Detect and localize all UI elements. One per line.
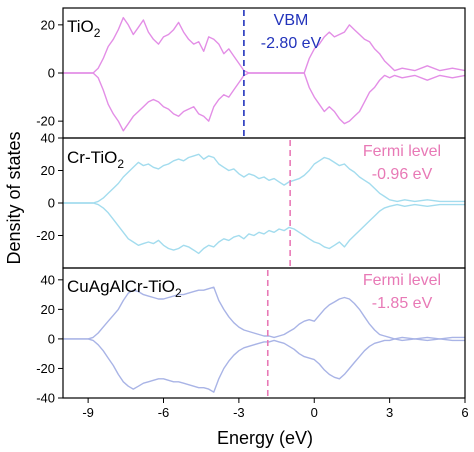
panel-1-series-down [63,72,466,132]
panel-3-series-up [63,286,465,340]
y-axis-label: Density of states [4,131,24,264]
panel-2-ytick-label-0: 40 [41,131,55,146]
panel-1-series-up [63,16,466,74]
panel-2-ytick-label-3: -20 [36,228,55,243]
xtick-label-1: -6 [158,405,170,420]
panel-3-label: CuAgAlCr-TiO2 [67,277,182,300]
panel-3-ytick-label-2: 0 [48,331,55,346]
panel-2-ytick-label-1: 20 [41,163,55,178]
panel-2-marker-label: Fermi level [363,143,441,160]
panel-2-marker-value: -0.96 eV [372,166,433,183]
panel-2-series-down [63,202,465,255]
panel-1-marker-value: -2.80 eV [261,35,322,52]
panel-3-marker-value: -1.85 eV [372,295,433,312]
xtick-label-5: 6 [461,405,468,420]
panel-1-ytick-label-2: -20 [36,114,55,129]
x-axis-label: Energy (eV) [217,428,313,448]
xtick-label-3: 0 [311,405,318,420]
panel-2-ytick-label-2: 0 [48,196,55,211]
panel-1-ytick-label-1: 0 [48,66,55,81]
panel-2-label: Cr-TiO2 [67,148,124,171]
panel-3-ytick-label-3: -20 [36,361,55,376]
panel-3-ytick-label-0: 40 [41,272,55,287]
panel-2-series-up [63,153,465,204]
xtick-label-2: -3 [233,405,245,420]
panel-1-ytick-label-0: 20 [41,17,55,32]
panel-3-ytick-label-1: 20 [41,302,55,317]
panel-3-series-down [63,338,465,393]
panel-1-label: TiO2 [67,17,101,40]
panel-3-ytick-label-4: -40 [36,391,55,406]
panel-3-frame [62,267,466,399]
xtick-label-0: -9 [82,405,94,420]
panel-1: 20 0 -20 VBM -2.80 eV TiO2 [36,7,466,139]
xtick-label-4: 3 [386,405,393,420]
panel-3-marker-label: Fermi level [363,272,441,289]
panel-3: 40 20 0 -20 -40 Fermi level -1.85 eV CuAgAlCr-T… [36,267,466,406]
panel-2: 40 20 0 -20 Fermi level -0.96 eV Cr-TiO2 [36,131,466,269]
panel-1-marker-label: VBM [274,12,309,29]
